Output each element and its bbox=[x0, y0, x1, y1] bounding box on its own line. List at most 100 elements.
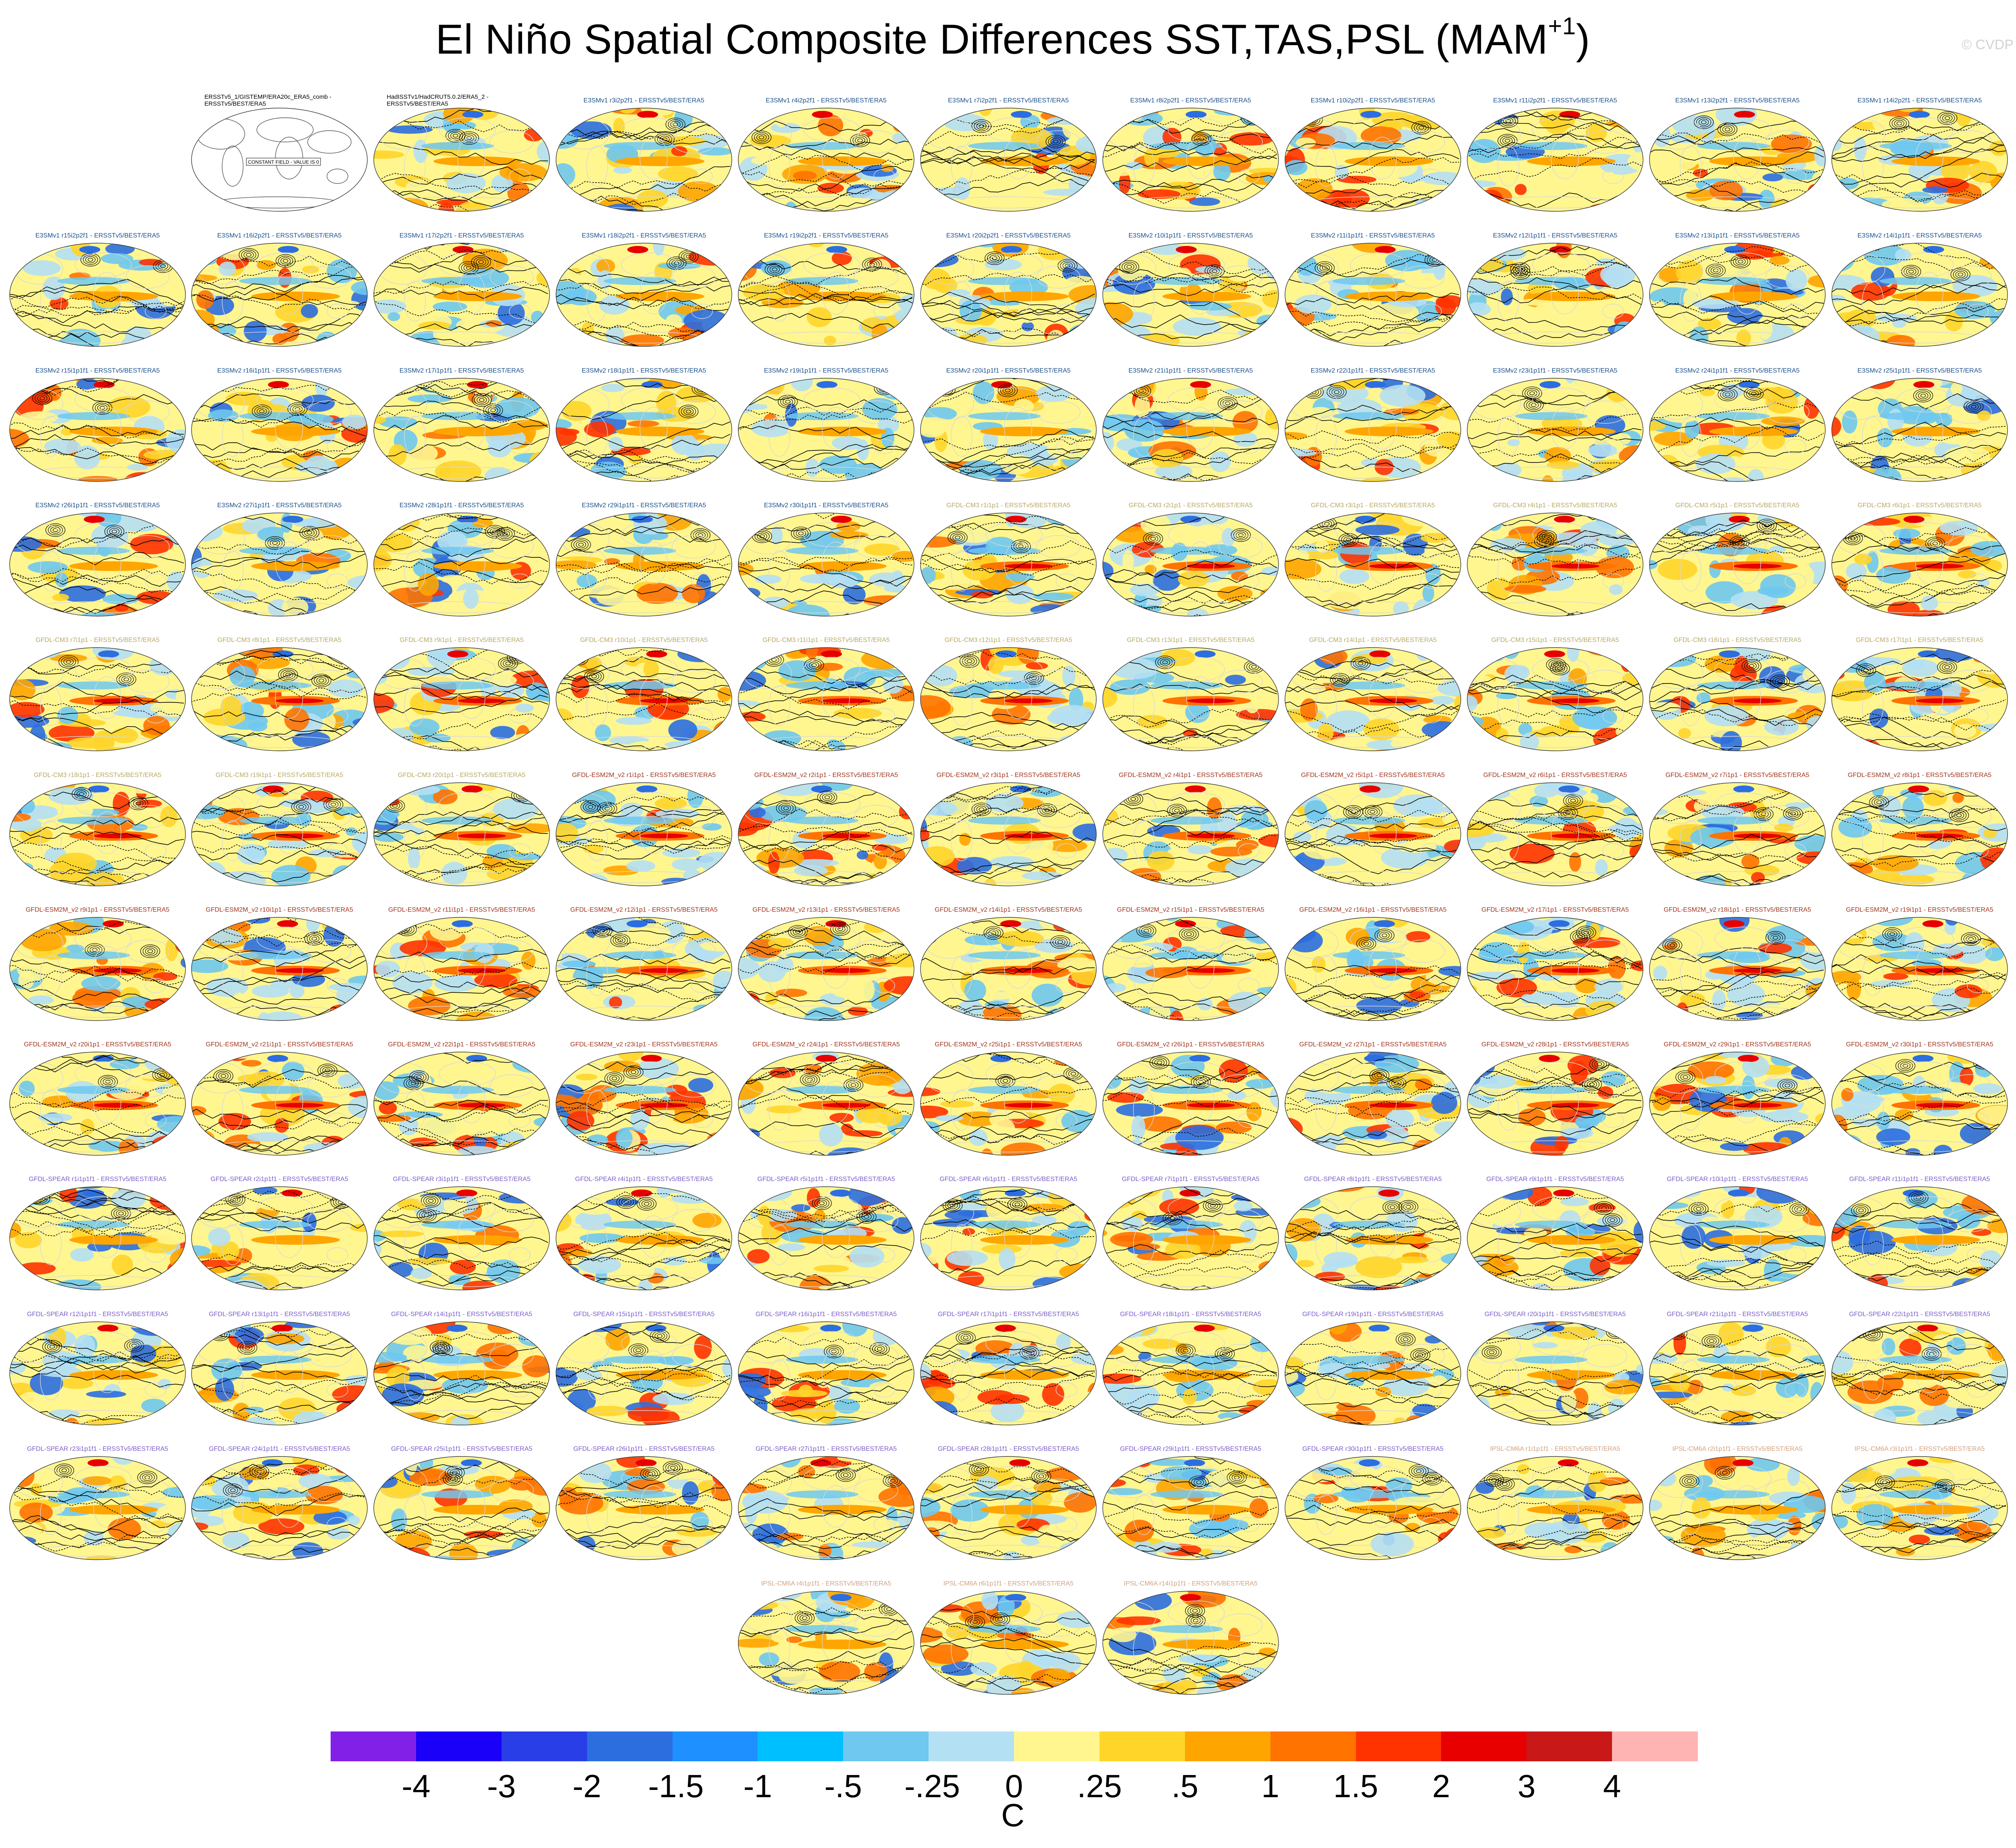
anomaly-blob bbox=[1103, 193, 1108, 206]
continent-outline bbox=[1602, 169, 1624, 184]
anomaly-blob bbox=[836, 521, 860, 532]
anomaly-blob bbox=[302, 265, 319, 274]
psl-contour-ring bbox=[987, 253, 1002, 264]
anomaly-blob bbox=[921, 650, 941, 667]
anomaly-blob bbox=[50, 297, 69, 310]
anomaly-blob bbox=[806, 648, 818, 660]
psl-contour-ring bbox=[287, 402, 308, 416]
psl-contour bbox=[1649, 402, 1824, 423]
anomaly-blob bbox=[336, 984, 361, 1008]
map-panel: GFDL-ESM2M_v2 r6i1p1 - ERSSTv5/BEST/ERA5 bbox=[1464, 771, 1646, 889]
psl-contour bbox=[556, 297, 731, 311]
anomaly-blob bbox=[499, 163, 548, 181]
pacific-core bbox=[1551, 698, 1599, 703]
anomaly-blob bbox=[1326, 710, 1370, 734]
anomaly-blob bbox=[1580, 521, 1617, 539]
continent-outline bbox=[1897, 657, 1954, 682]
cool-band bbox=[1333, 681, 1405, 690]
map-panel: E3SMv2 r25i1p1f1 - ERSSTv5/BEST/ERA5 bbox=[1829, 367, 2011, 485]
map-panel: GFDL-ESM2M_v2 r8i1p1 - ERSSTv5/BEST/ERA5 bbox=[1829, 771, 2011, 889]
anomaly-blob bbox=[935, 327, 957, 342]
high-latitude-anomaly bbox=[1180, 516, 1202, 523]
anomaly-blob bbox=[1814, 917, 1825, 940]
anomaly-blob bbox=[210, 929, 243, 945]
map-panel: GFDL-ESM2M_v2 r18i1p1 - ERSSTv5/BEST/ERA… bbox=[1646, 906, 1829, 1024]
map-plot bbox=[1467, 782, 1643, 886]
psl-contour-ring bbox=[580, 800, 601, 814]
psl-contour-ring bbox=[1510, 263, 1530, 276]
continent-outline bbox=[1238, 573, 1260, 589]
psl-contour bbox=[1467, 951, 1642, 984]
psl-contour-ring bbox=[1331, 388, 1342, 396]
anomaly-blob bbox=[1976, 648, 2008, 658]
continent-outline bbox=[489, 535, 534, 558]
psl-contour-ring bbox=[1169, 805, 1185, 816]
anomaly-blob bbox=[1594, 979, 1623, 994]
anomaly-blob bbox=[170, 333, 185, 346]
continent-outline bbox=[1551, 272, 1579, 315]
anomaly-blob bbox=[1467, 279, 1503, 296]
psl-contour-ring bbox=[1570, 798, 1576, 803]
anomaly-blob bbox=[1079, 874, 1095, 886]
psl-contour bbox=[921, 178, 1095, 203]
anomaly-blob bbox=[1869, 708, 1889, 729]
anomaly-blob bbox=[1467, 200, 1489, 211]
anomaly-blob bbox=[717, 816, 732, 825]
pacific-core bbox=[1733, 698, 1782, 703]
panel-label: GFDL-CM3 r14i1p1 - ERSSTv5/BEST/ERA5 bbox=[1309, 637, 1437, 644]
map-border bbox=[738, 917, 914, 1021]
psl-contour-ring bbox=[1565, 811, 1571, 815]
anomaly-blob bbox=[148, 560, 170, 571]
map-plot bbox=[556, 378, 732, 482]
anomaly-blob bbox=[374, 692, 395, 714]
psl-contour-ring bbox=[1379, 932, 1390, 939]
anomaly-blob bbox=[441, 862, 467, 885]
continent-outline bbox=[1551, 811, 1579, 854]
anomaly-blob bbox=[1533, 258, 1557, 273]
anomaly-blob bbox=[387, 125, 433, 134]
continent-outline bbox=[1350, 522, 1407, 547]
anomaly-blob bbox=[977, 447, 1001, 454]
psl-contour-ring bbox=[395, 924, 406, 931]
panel-label: GFDL-CM3 r4i1p1 - ERSSTv5/BEST/ERA5 bbox=[1493, 502, 1617, 509]
panel-label: E3SMv2 r29i1p1f1 - ERSSTv5/BEST/ERA5 bbox=[581, 502, 706, 509]
psl-contour bbox=[1832, 852, 2006, 869]
psl-contour-ring bbox=[1529, 391, 1535, 395]
psl-contour-ring bbox=[342, 926, 348, 930]
map-border bbox=[556, 243, 732, 347]
psl-contour bbox=[10, 957, 184, 994]
psl-contour bbox=[738, 182, 913, 196]
anomaly-blob bbox=[571, 243, 591, 255]
anomaly-blob bbox=[1954, 984, 1983, 998]
continent-outline bbox=[457, 137, 485, 179]
psl-contour-ring bbox=[1937, 660, 1957, 674]
psl-contour bbox=[10, 868, 184, 886]
anomaly-blob bbox=[921, 339, 948, 346]
cool-band bbox=[421, 412, 494, 420]
anomaly-blob bbox=[1572, 706, 1617, 729]
continent-outline bbox=[639, 946, 668, 989]
psl-contour-ring bbox=[294, 802, 309, 812]
pacific-tongue bbox=[69, 561, 158, 571]
anomaly-blob bbox=[1295, 178, 1333, 200]
psl-contour bbox=[556, 666, 731, 696]
anomaly-blob bbox=[385, 208, 416, 211]
psl-contour bbox=[556, 953, 731, 965]
psl-contour-ring bbox=[1251, 665, 1257, 669]
cool-band bbox=[1333, 951, 1405, 959]
psl-contour bbox=[10, 965, 184, 978]
anomaly-blob bbox=[662, 848, 701, 858]
anomaly-blob bbox=[1551, 333, 1567, 346]
continent-outline bbox=[307, 130, 352, 154]
anomaly-blob bbox=[1103, 783, 1126, 797]
anomaly-blob bbox=[1687, 525, 1715, 537]
anomaly-blob bbox=[28, 995, 54, 1005]
psl-contour-ring bbox=[1577, 935, 1583, 939]
anomaly-blob bbox=[1808, 274, 1825, 288]
map-panel: GFDL-ESM2M_v2 r5i1p1 - ERSSTv5/BEST/ERA5 bbox=[1282, 771, 1464, 889]
map-plot bbox=[373, 647, 550, 751]
anomaly-blob bbox=[839, 303, 875, 318]
panel-label: GFDL-CM3 r2i1p1 - ERSSTv5/BEST/ERA5 bbox=[1129, 502, 1253, 509]
anomaly-blob bbox=[1033, 592, 1074, 601]
anomaly-blob bbox=[872, 783, 914, 792]
